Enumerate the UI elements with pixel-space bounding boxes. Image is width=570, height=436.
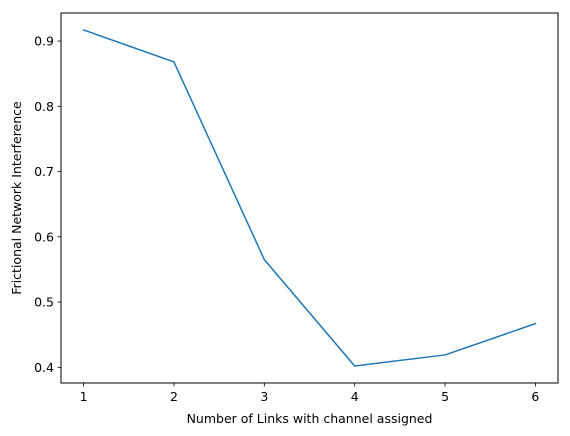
x-tick-label: 1 (80, 389, 88, 404)
y-tick-label: 0.7 (34, 164, 54, 179)
y-tick-label: 0.8 (34, 99, 54, 114)
plot-frame (60, 12, 559, 384)
y-tick-label: 0.6 (34, 229, 54, 244)
y-tick-label: 0.5 (34, 295, 54, 310)
y-axis-label: Frictional Network Interference (9, 101, 24, 295)
x-tick-label: 2 (170, 389, 178, 404)
x-tick-label: 6 (531, 389, 539, 404)
series-layer (82, 29, 537, 367)
x-axis-ticks: 1 2 3 4 5 6 (80, 383, 539, 404)
x-tick-label: 5 (441, 389, 449, 404)
series-line-0 (82, 29, 537, 367)
x-tick-label: 4 (351, 389, 359, 404)
y-tick-label: 0.9 (34, 34, 54, 49)
plot-background (61, 13, 558, 383)
x-axis-label: Number of Links with channel assigned (187, 411, 433, 426)
y-axis-ticks: 0.4 0.5 0.6 0.7 0.8 0.9 (34, 34, 61, 375)
y-tick-label: 0.4 (34, 360, 54, 375)
x-tick-label: 3 (260, 389, 268, 404)
